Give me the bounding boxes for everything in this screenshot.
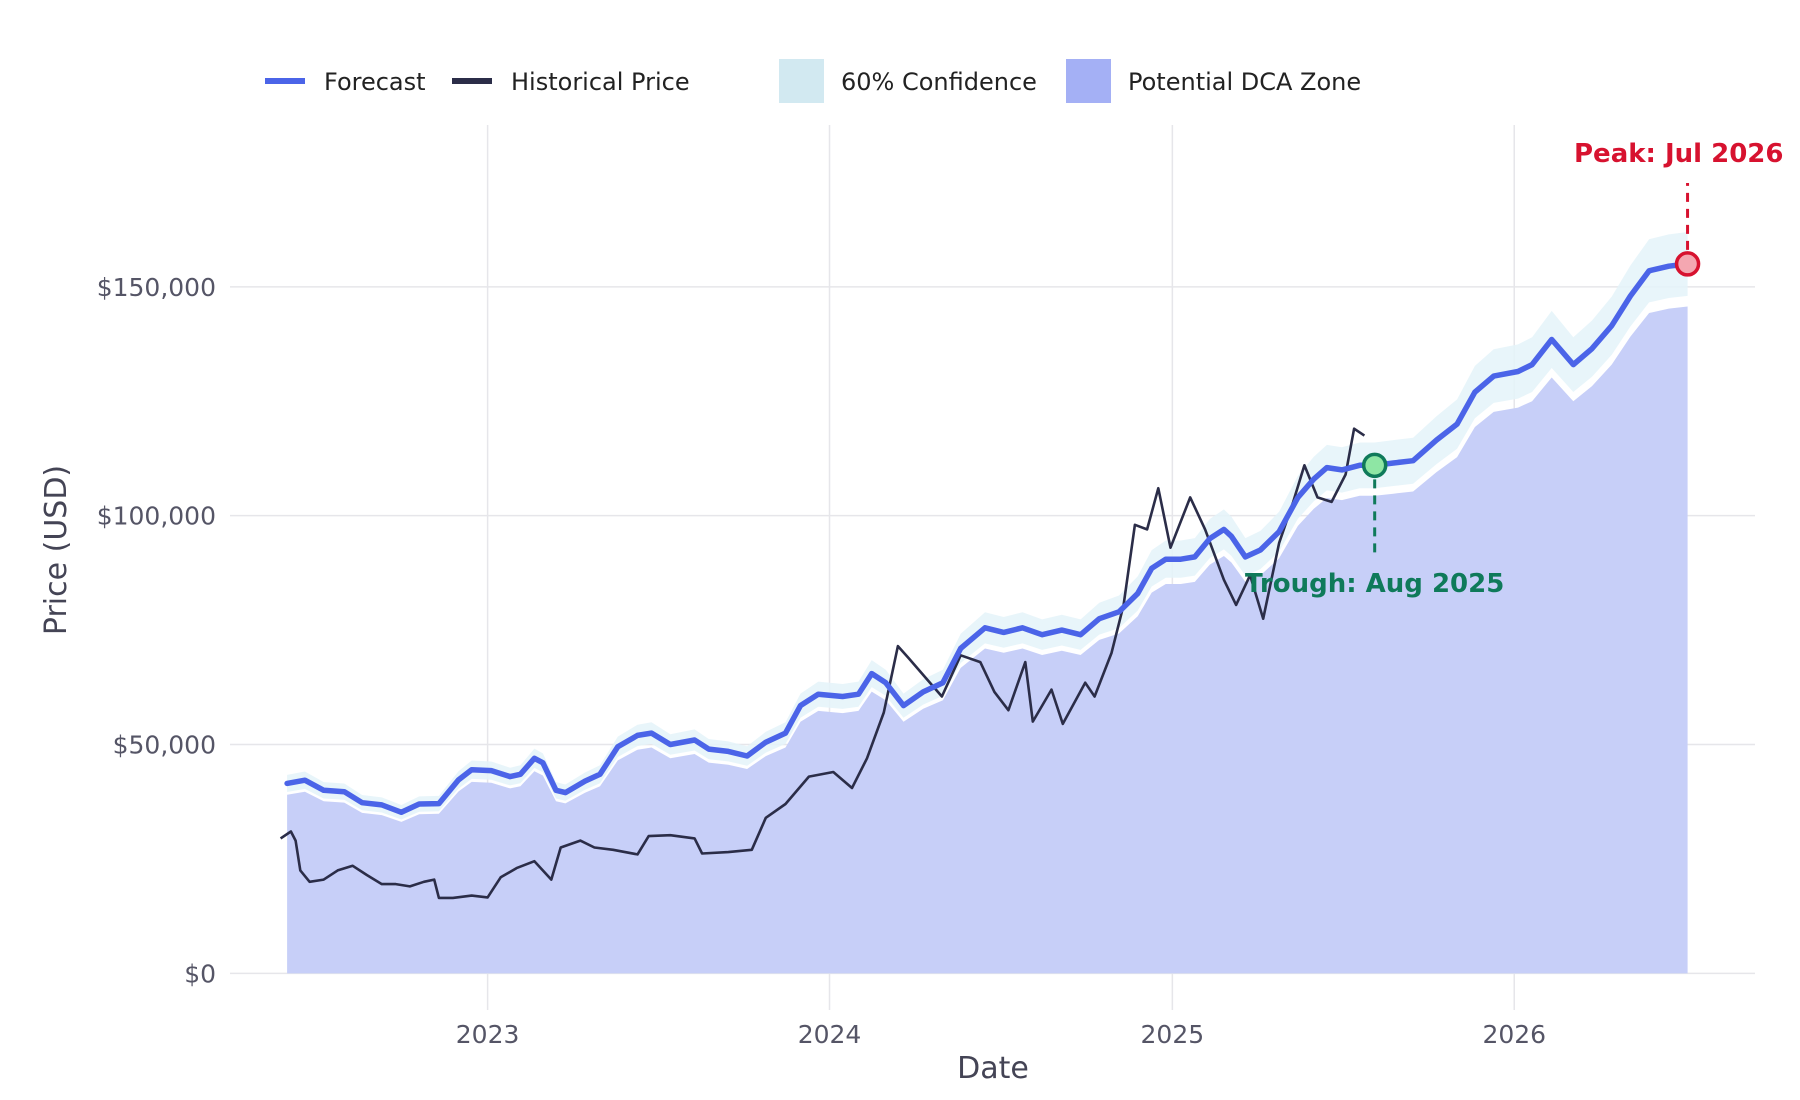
legend-label: Historical Price [511, 68, 690, 96]
x-tick-label: 2025 [1141, 1020, 1205, 1049]
legend-label: Forecast [324, 68, 426, 96]
x-tick-label: 2026 [1482, 1020, 1546, 1049]
y-tick-label: $50,000 [113, 731, 216, 760]
legend: Forecast Historical Price 60% Confidence Po… [265, 59, 1361, 103]
historical-price-line [279, 427, 1366, 900]
legend-item: Forecast [265, 68, 426, 96]
y-tick-label: $0 [184, 959, 216, 988]
dca-zone-area [287, 306, 1688, 974]
peak-marker [1674, 251, 1701, 277]
legend-label: 60% Confidence [841, 68, 1037, 96]
plot-area [279, 232, 1691, 974]
x-axis-ticks: 2023 2024 2025 2026 [456, 1020, 1546, 1049]
forecast-line [284, 261, 1691, 816]
legend-item: 60% Confidence [779, 59, 1037, 103]
x-tick-label: 2023 [456, 1020, 520, 1049]
legend-swatch [1066, 59, 1111, 103]
x-axis-title: Date [957, 1051, 1029, 1086]
annotations: Peak: Jul 2026 Trough: Aug 2025 [1245, 139, 1783, 599]
y-axis-ticks: $0 $50,000 $100,000 $150,000 [97, 273, 216, 989]
legend-item: Historical Price [452, 68, 690, 96]
legend-swatch [779, 59, 824, 103]
legend-item: Potential DCA Zone [1066, 59, 1361, 103]
y-axis-title: Price (USD) [39, 465, 74, 635]
peak-annotation-label: Peak: Jul 2026 [1574, 139, 1784, 169]
y-tick-label: $150,000 [97, 273, 216, 302]
trough-marker [1361, 452, 1388, 479]
trough-annotation-label: Trough: Aug 2025 [1245, 569, 1504, 599]
legend-label: Potential DCA Zone [1128, 68, 1361, 96]
y-tick-label: $100,000 [97, 502, 216, 531]
x-tick-label: 2024 [798, 1020, 862, 1049]
